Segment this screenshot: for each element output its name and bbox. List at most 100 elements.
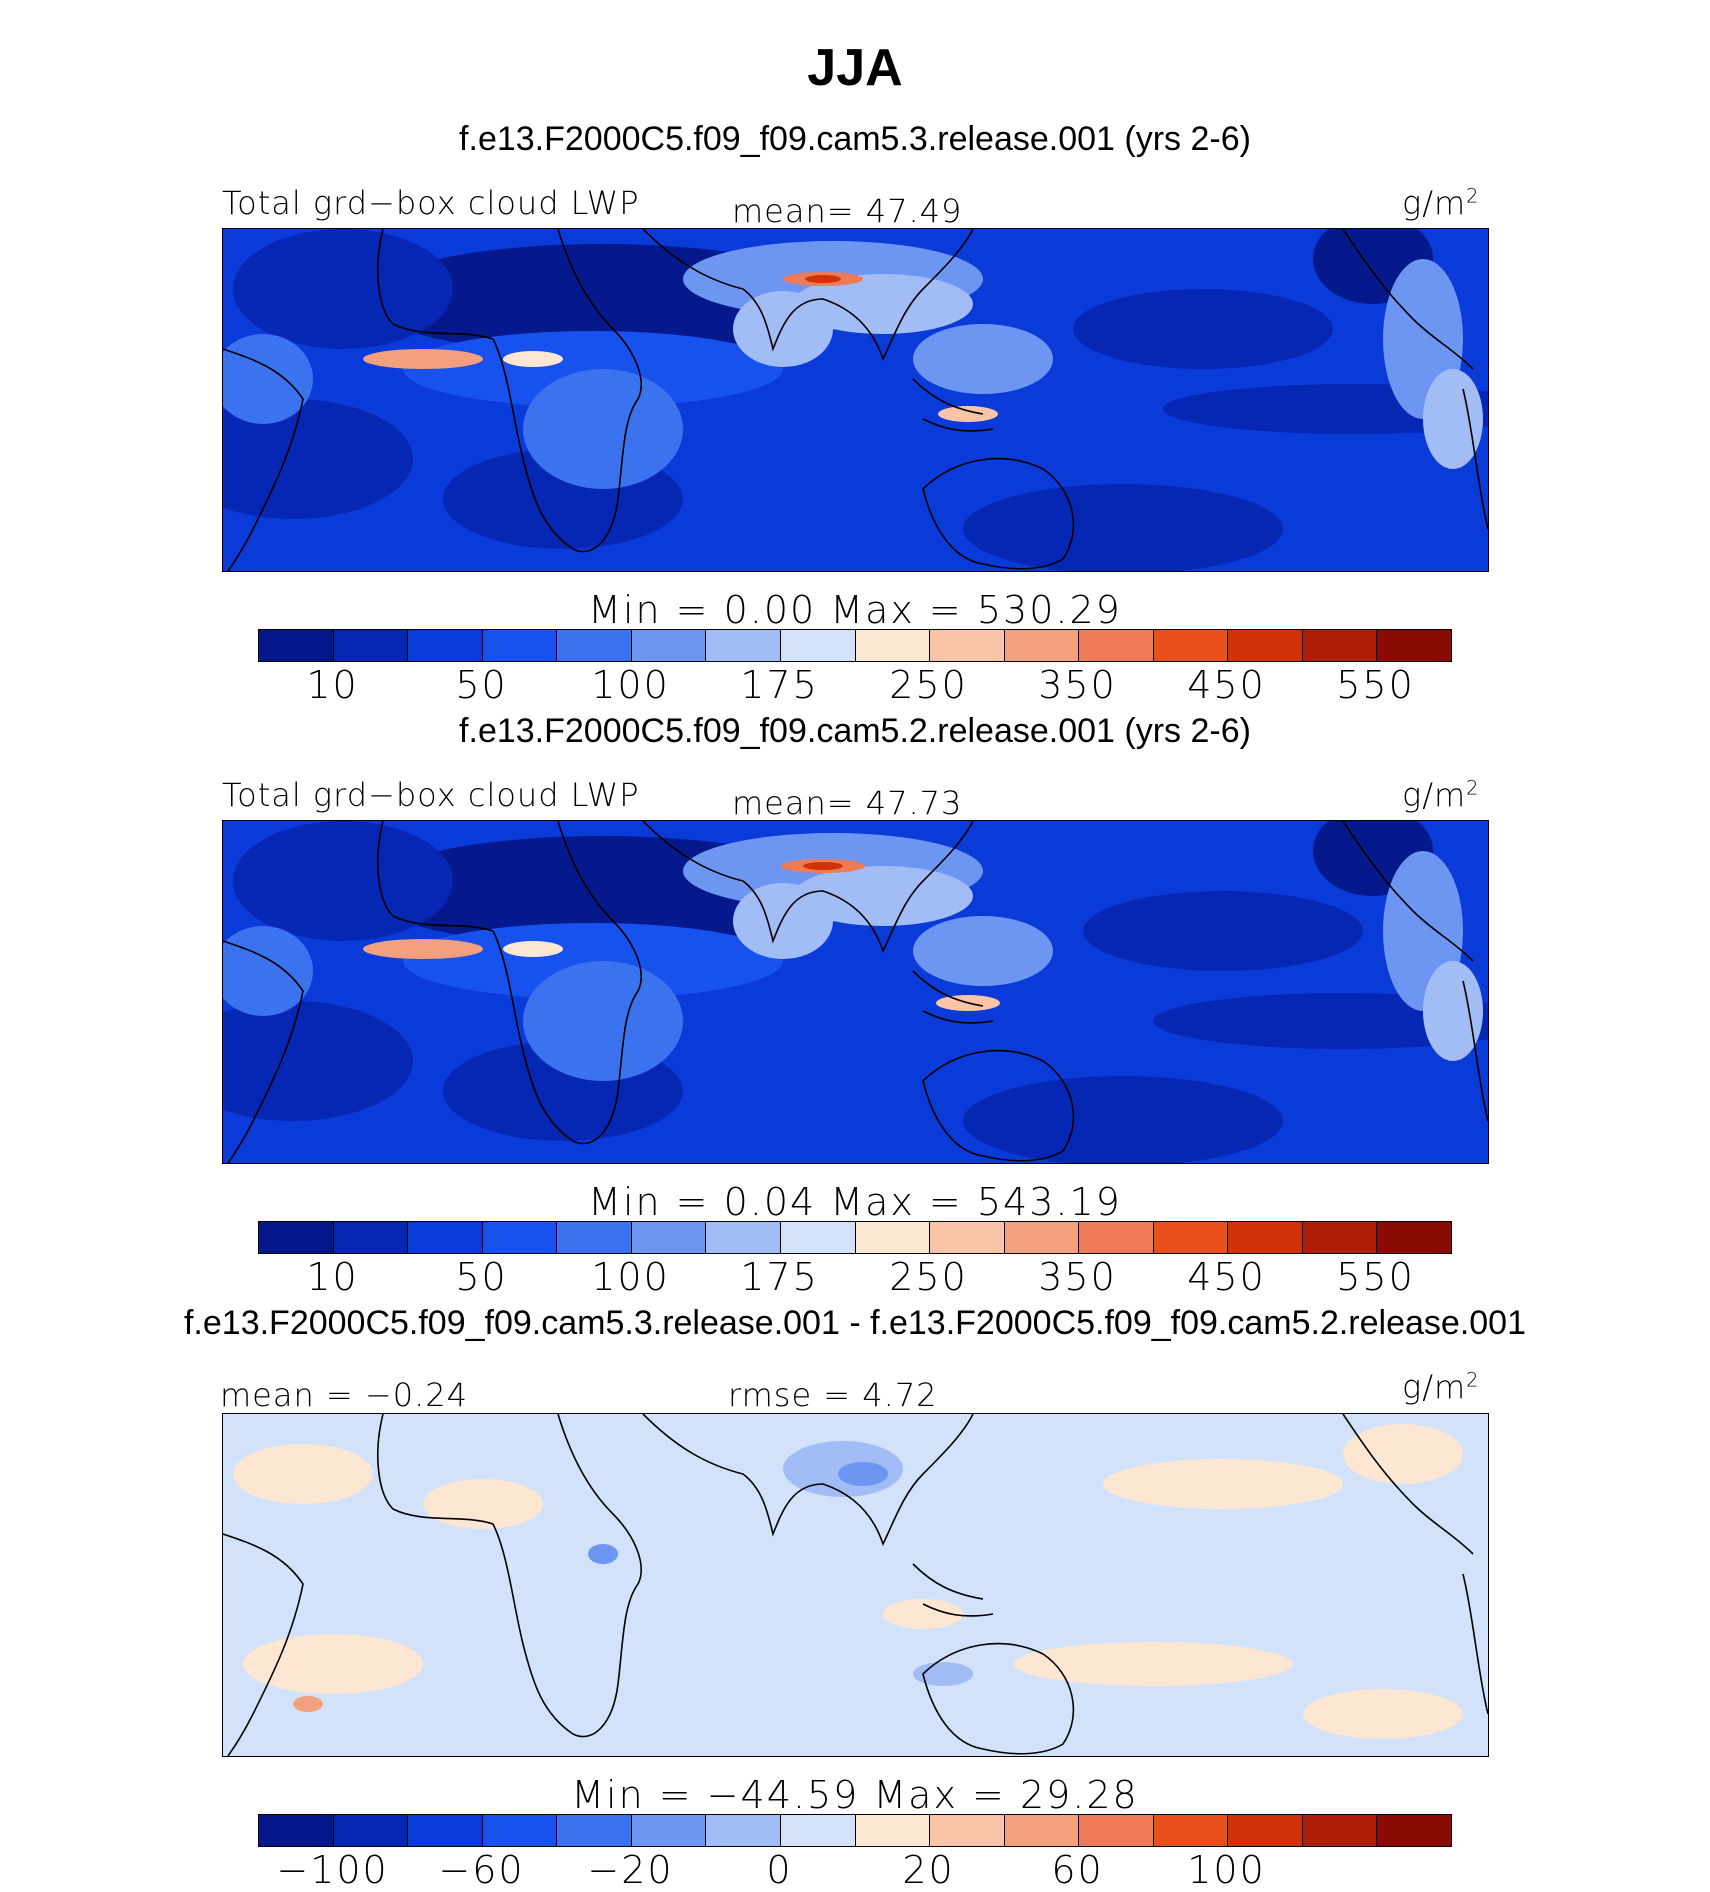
colorbar-swatch [1004,630,1080,661]
coast-africa [377,229,642,553]
field-newguinea-high [938,406,998,422]
panel-2-minmax: Min = 0.04 Max = 543.19 [588,1180,1122,1224]
coast-asia [642,229,974,362]
coast-asia [642,821,974,954]
field-westafrica-high [363,349,483,369]
panel-1-variable-label: Total grd−box cloud LWP [222,184,640,222]
colorbar-swatch [259,1222,334,1253]
coast-africa [377,821,642,1145]
field-congo [523,961,683,1081]
panel-3-minmax: Min = −44.59 Max = 29.28 [571,1773,1139,1817]
field-colombia [1423,961,1483,1061]
colorbar-tick-label: −60 [438,1848,525,1892]
field-australia-low [963,1076,1283,1163]
coast-americas [1342,821,1488,1122]
colorbar-swatch [1228,630,1303,661]
colorbar-swatch [259,630,334,661]
colorbar-tick-label: 450 [1187,1255,1266,1299]
colorbar-swatch [1302,1815,1378,1846]
field-atlantic-low [233,821,453,941]
colorbar-tick-label: 10 [306,1255,359,1299]
diff-pos-2 [423,1479,543,1529]
colorbar-swatch [408,1222,483,1253]
coast-south-america [223,1533,304,1756]
colorbar-swatch [855,1222,931,1253]
coast-south-america [223,940,304,1163]
colorbar-swatch [631,1815,707,1846]
field-australia-low [963,484,1283,571]
colorbar-swatch [780,630,856,661]
panel-1-minmax: Min = 0.00 Max = 530.29 [588,588,1122,632]
colorbar-swatch [1302,1222,1378,1253]
panel-2-map-field [223,821,1488,1163]
colorbar-swatch [1377,630,1451,661]
panel-3-map [222,1413,1489,1757]
coast-australia [922,1642,1075,1755]
colorbar-tick-label: 50 [455,1255,508,1299]
panel-2-variable-label: Total grd−box cloud LWP [222,776,640,814]
field-tibet-peak [805,275,841,283]
colorbar-swatch [482,1222,558,1253]
diff-neg-2 [838,1462,888,1486]
field-colombia [1423,369,1483,469]
colorbar-swatch [333,1222,409,1253]
field-india [733,291,833,367]
diff-pos-7 [1303,1689,1463,1739]
colorbar-tick-label: −100 [276,1848,389,1892]
panel-2-colorbar-ticks: 10 50 100 175 250 350 450 550 [0,1255,1710,1305]
field-pacific-low [1073,289,1333,369]
field-maritime [913,324,1053,394]
panel-3-map-field [223,1414,1488,1756]
colorbar-swatch [1004,1222,1080,1253]
colorbar-swatch [1079,1815,1154,1846]
coast-americas [1342,1414,1488,1715]
field-himalaya [793,274,973,334]
colorbar-swatch [1377,1222,1451,1253]
coast-indonesia [912,1563,994,1617]
colorbar-swatch [930,630,1005,661]
diff-pos-3 [1103,1459,1343,1509]
colorbar-swatch [631,630,707,661]
colorbar-swatch [1153,1222,1229,1253]
colorbar-swatch [333,1815,409,1846]
colorbar-tick-label: 60 [1051,1848,1104,1892]
field-s-atlantic-low [223,1001,413,1121]
colorbar-tick-label: 550 [1336,1255,1415,1299]
colorbar-tick-label: 20 [902,1848,955,1892]
diff-neg-3 [588,1544,618,1564]
field-s-atlantic-low [223,399,413,519]
colorbar-swatch [930,1222,1005,1253]
diff-pos-1 [233,1444,373,1504]
panel-1-map-field [223,229,1488,571]
colorbar-swatch [1153,630,1229,661]
field-ethiopia-high [503,941,563,957]
colorbar-swatch [930,1815,1005,1846]
colorbar-swatch [706,1222,781,1253]
coast-australia [922,457,1075,570]
diff-pos-strong [293,1696,323,1712]
colorbar-swatch [855,630,931,661]
panel-3-colorbar-ticks: −100 −60 −20 0 20 60 100 [0,1848,1710,1892]
field-westafrica-high [363,939,483,959]
diff-pos-6 [1013,1642,1293,1686]
colorbar-tick-label: 350 [1038,663,1117,707]
colorbar-swatch [855,1815,931,1846]
field-pacific-low [1083,891,1363,971]
field-atlantic-low [233,229,453,349]
colorbar-tick-label: 250 [889,1255,968,1299]
colorbar-swatch [1004,1815,1080,1846]
coast-australia [922,1049,1075,1162]
colorbar-tick-label: 350 [1038,1255,1117,1299]
colorbar-tick-label: 100 [591,1255,670,1299]
field-congo [523,369,683,489]
colorbar-tick-label: 0 [766,1848,793,1892]
panel-2-map [222,820,1489,1164]
colorbar-tick-label: 450 [1187,663,1266,707]
colorbar-swatch [1153,1815,1229,1846]
colorbar-swatch [706,630,781,661]
colorbar-swatch [1302,630,1378,661]
colorbar-tick-label: 250 [889,663,968,707]
field-tibet-peak [803,862,843,870]
colorbar-swatch [706,1815,781,1846]
coast-south-america [223,348,304,571]
